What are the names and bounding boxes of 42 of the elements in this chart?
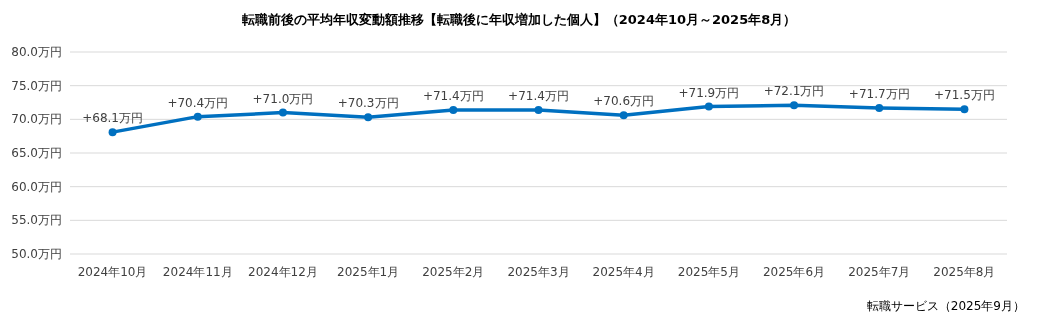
data-label: +71.4万円 xyxy=(508,88,569,103)
point xyxy=(534,105,543,114)
x-tick-label: 2025年2月 xyxy=(422,265,485,279)
x-tick-label: 2024年11月 xyxy=(162,265,233,279)
x-tick-label: 2024年12月 xyxy=(248,265,318,279)
point xyxy=(278,108,287,117)
data-label: +71.9万円 xyxy=(678,85,740,100)
text: 転職サービス（2025年9月） xyxy=(866,299,1025,313)
y-tick-label: 60.0万円 xyxy=(11,179,62,194)
point xyxy=(108,128,117,137)
x-tick-label: 2025年1月 xyxy=(337,265,400,279)
data-label: +71.0万円 xyxy=(252,91,314,106)
x-tick-label: 2025年6月 xyxy=(762,265,826,279)
data-label: +70.3万円 xyxy=(337,96,399,111)
point xyxy=(449,105,458,114)
x-tick-label: 2025年8月 xyxy=(933,265,996,279)
point xyxy=(875,103,884,112)
point xyxy=(364,113,373,122)
data-label: +70.6万円 xyxy=(593,94,655,109)
x-tick-label: 2025年3月 xyxy=(507,265,570,279)
y-tick-label: 50.0万円 xyxy=(11,247,62,261)
x-tick-label: 2025年5月 xyxy=(677,265,740,279)
y-tick-label: 80.0万円 xyxy=(11,45,62,59)
data-label: +68.1万円 xyxy=(82,111,143,126)
data-label: +71.5万円 xyxy=(934,88,995,103)
y-tick-label: 65.0万円 xyxy=(11,146,62,160)
point xyxy=(619,111,628,120)
chart-title: 転職前後の平均年収変動額推移【転職後に年収増加した個人】（2024年10月～2025年8月） xyxy=(240,12,797,27)
x-tick-label: 2025年4月 xyxy=(592,265,655,279)
y-tick-label: 55.0万円 xyxy=(11,213,62,228)
data-label: +71.7万円 xyxy=(848,86,910,101)
x-tick-label: 2025年7月 xyxy=(848,265,911,279)
point xyxy=(790,101,799,110)
y-tick-label: 70.0万円 xyxy=(11,112,62,127)
point xyxy=(704,102,713,111)
data-label: +72.1万円 xyxy=(763,84,825,99)
data-label: +70.4万円 xyxy=(167,95,229,110)
point xyxy=(193,112,202,121)
point xyxy=(960,105,969,114)
y-tick-label: 75.0万円 xyxy=(11,78,62,93)
data-label: +71.4万円 xyxy=(422,88,484,103)
x-tick-label: 2024年10月 xyxy=(77,265,148,279)
